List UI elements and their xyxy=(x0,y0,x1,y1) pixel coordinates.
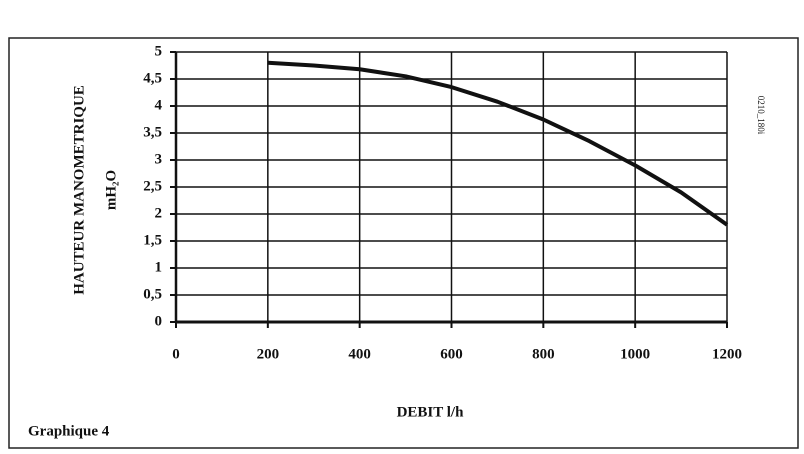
y-tick-label: 5 xyxy=(155,43,163,59)
line xyxy=(267,60,729,227)
y-tick-label: 2 xyxy=(155,205,163,221)
y-tick-label: 3,5 xyxy=(143,124,162,140)
x-tick-label: 0 xyxy=(172,346,180,362)
x-tick-label: 200 xyxy=(257,346,280,362)
code: 0210_180i xyxy=(756,96,766,135)
y-tick-label: 0,5 xyxy=(143,286,162,302)
y-axis-unit: mH₂O xyxy=(103,170,119,210)
y-tick-label: 4,5 xyxy=(143,70,162,86)
y-tick-label: 0 xyxy=(155,313,163,329)
x-tick-label: 1200 xyxy=(712,346,742,362)
y-tick-label: 3 xyxy=(155,151,163,167)
y-tick-label: 1,5 xyxy=(143,232,162,248)
x-tick-label: 800 xyxy=(532,346,555,362)
x-axis-title: DEBIT l/h xyxy=(397,404,464,420)
caption: Graphique 4 xyxy=(28,423,110,439)
x-tick-label: 600 xyxy=(440,346,463,362)
x-tick-label: 400 xyxy=(348,346,371,362)
y-tick-label: 2,5 xyxy=(143,178,162,194)
y-axis-title: HAUTEUR MANOMETRIQUE xyxy=(71,85,87,295)
y-tick-label: 1 xyxy=(155,259,163,275)
x-tick-label: 1000 xyxy=(620,346,650,362)
y-tick-label: 4 xyxy=(155,97,163,113)
frame xyxy=(8,37,799,449)
